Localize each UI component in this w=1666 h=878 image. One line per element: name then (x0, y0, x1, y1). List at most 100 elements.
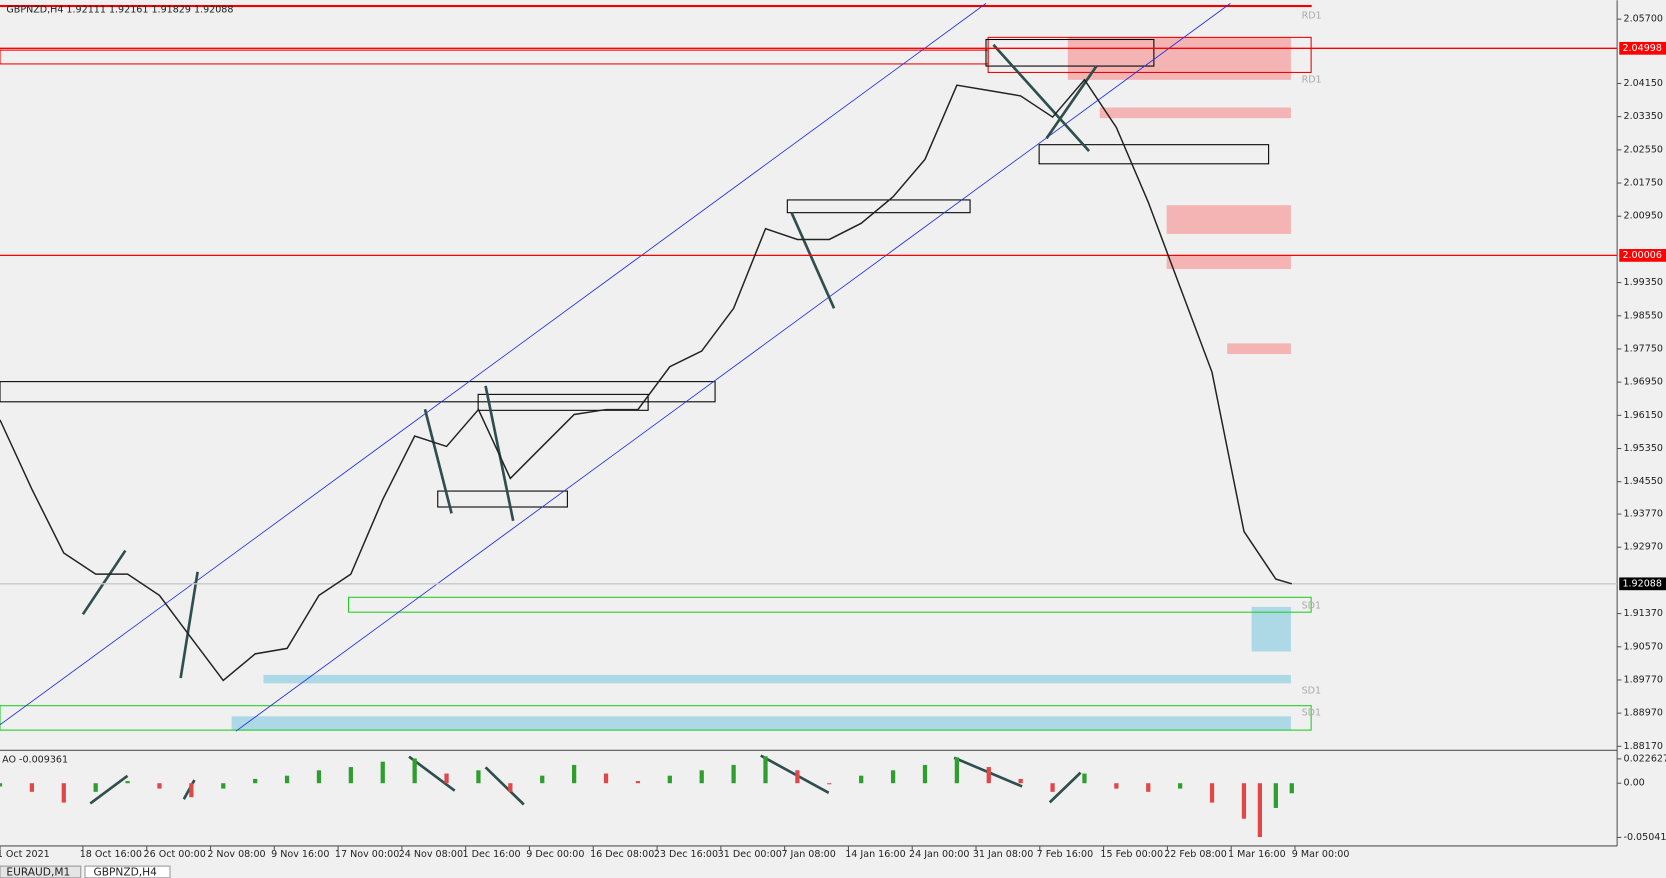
y-tick-label: 1.99350 (1624, 277, 1663, 288)
ao-bar (603, 773, 609, 784)
supply-zone (1099, 107, 1291, 119)
x-tick-label: 18 Oct 16:00 (80, 849, 142, 860)
x-tick-label: 2 Nov 08:00 (207, 849, 265, 860)
zone-outline (0, 705, 1312, 731)
indicator-title: AO -0.009361 (2, 754, 68, 765)
ao-bar (476, 770, 481, 784)
y-tick-label: 2.02550 (1624, 144, 1663, 155)
ao-bar (890, 770, 896, 784)
x-tick-label: 22 Feb 08:00 (1164, 849, 1227, 860)
demand-zone (1251, 606, 1291, 652)
zone-label: SD1 (1302, 708, 1322, 719)
ao-bar (1146, 783, 1151, 792)
price-level-label: 2.00006 (1622, 250, 1661, 261)
demand-zone (263, 674, 1291, 684)
ao-bar (795, 770, 800, 784)
x-tick-label: 7 Feb 16:00 (1037, 849, 1094, 860)
ao-bar (1209, 783, 1215, 803)
ao-bar (0, 783, 3, 787)
x-tick-label: 24 Jan 00:00 (909, 849, 969, 860)
y-tick-label: 1.92970 (1624, 542, 1663, 553)
x-tick-label: 26 Oct 00:00 (144, 849, 206, 860)
ao-bar (61, 783, 66, 803)
tab-label[interactable]: GBPNZD,H4 (94, 866, 158, 878)
y-tick-label: 1.89770 (1624, 674, 1663, 685)
zone-labels: RD1 RD1 SD1 SD1 SD1 (1302, 11, 1322, 719)
ao-bar (412, 758, 417, 784)
ao-bar (189, 783, 194, 798)
x-tick-label: 14 Jan 16:00 (845, 849, 905, 860)
chart-title: GBPNZD,H4 1.92111 1.92161 1.91829 1.9208… (6, 4, 233, 15)
y-tick-label: 1.95350 (1624, 443, 1663, 454)
price-level-box (1619, 41, 1666, 55)
y-tick-label: 2.05700 (1624, 14, 1663, 25)
x-tick-label: 7 Jan 08:00 (781, 849, 835, 860)
demand-zone (231, 716, 1291, 731)
ao-bar (1082, 773, 1087, 784)
price-level-label: 1.92088 (1622, 578, 1661, 589)
box (1038, 144, 1270, 165)
ao-bar (444, 773, 449, 784)
y-tick-label: 1.96950 (1624, 377, 1663, 388)
zone-label: SD1 (1302, 600, 1322, 611)
y-tick-label: 1.90570 (1624, 641, 1663, 652)
x-tick-label: 15 Feb 00:00 (1100, 849, 1163, 860)
ao-bar (1178, 783, 1183, 789)
y-tick-label: 2.01750 (1624, 178, 1663, 189)
box (786, 199, 971, 214)
ao-bar (1289, 783, 1294, 794)
box (985, 38, 1155, 67)
y-tick-label: -0.050411 (1624, 832, 1666, 843)
drawings: RD1 RD1 SD1 SD1 SD1 (0, 3, 1322, 806)
ao-bar (157, 783, 162, 789)
ao-bar (93, 783, 98, 792)
y-tick-label: 0.022627 (1624, 753, 1666, 764)
ao-bar (667, 775, 672, 784)
ao-bar (763, 756, 768, 784)
ao-bar (1241, 783, 1247, 819)
y-tick-label: 1.98550 (1624, 310, 1663, 321)
zone-label: SD1 (1302, 685, 1322, 696)
ao-bar (29, 783, 35, 792)
box (0, 381, 716, 403)
tabs: EURAUD,M1 GBPNZD,H4 (0, 866, 171, 878)
supply-zone (1166, 255, 1291, 269)
y-tick-label: 1.96150 (1624, 410, 1663, 421)
ao-bar (1050, 783, 1055, 792)
zone-outline (347, 596, 1312, 613)
ao-bar (922, 764, 928, 784)
supply-zone (1166, 205, 1291, 234)
ao-bar (1018, 778, 1023, 784)
ao-bar (986, 767, 991, 784)
ao-bar (380, 761, 385, 784)
box (477, 393, 649, 411)
ao-bar (699, 770, 704, 784)
y-tick-label: 1.94550 (1624, 476, 1663, 487)
x-tick-label: 23 Dec 16:00 (654, 849, 718, 860)
price-level-box (1619, 249, 1666, 262)
zone-label: RD1 (1302, 74, 1322, 85)
ao-bar (731, 764, 736, 784)
price-level-box (1619, 577, 1666, 591)
price-level-label: 2.04998 (1622, 43, 1661, 54)
ao-bar (859, 775, 864, 784)
ao-bar (253, 778, 258, 784)
y-tick-label: 1.88170 (1624, 741, 1663, 752)
zone-label: RD1 (1302, 11, 1322, 22)
tab-label[interactable]: EURAUD,M1 (6, 866, 70, 878)
supply-zone (1067, 37, 1291, 80)
channel-line (0, 3, 987, 726)
x-tick-label: 9 Nov 16:00 (271, 849, 329, 860)
ao-bar (316, 770, 322, 784)
y-tick-label: 2.04150 (1624, 78, 1663, 89)
x-tick-label: 17 Nov 00:00 (335, 849, 399, 860)
x-tick-label: 9 Dec 00:00 (526, 849, 584, 860)
ao-bar (1114, 783, 1119, 789)
ao-bar (572, 764, 577, 784)
ao-bar (827, 783, 832, 785)
y-tick-label: 1.88970 (1624, 708, 1663, 719)
y-tick-label: 2.03350 (1624, 111, 1663, 122)
